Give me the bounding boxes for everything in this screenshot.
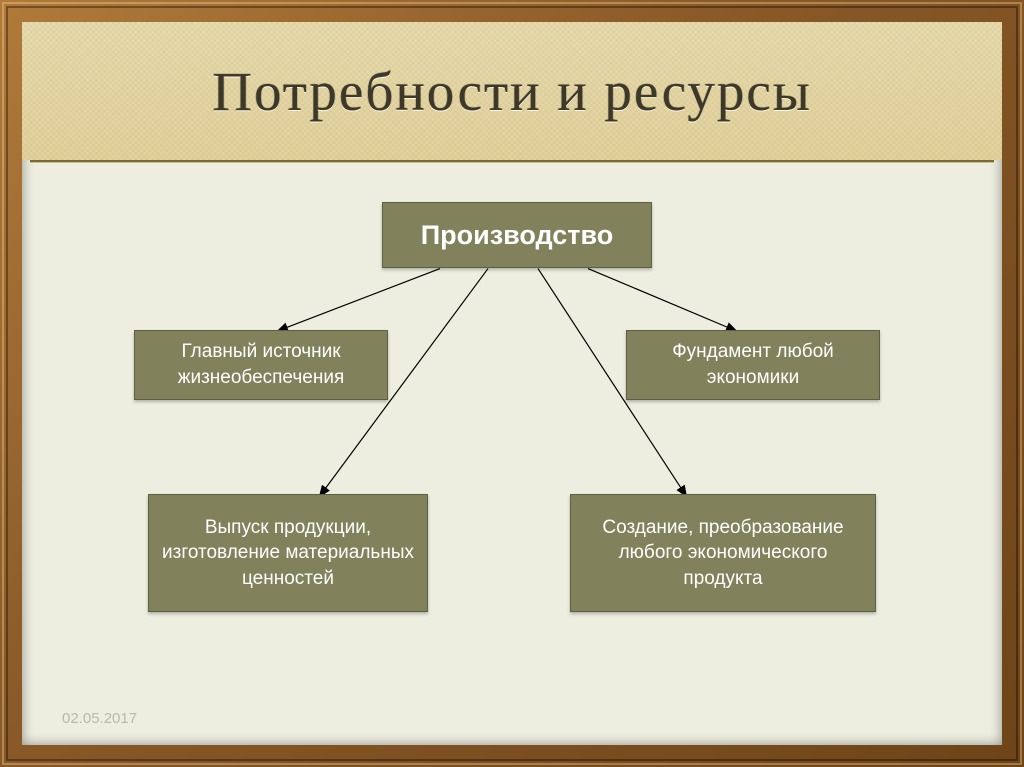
title-band: Потребности и ресурсы bbox=[22, 22, 1002, 160]
edge-root-n1 bbox=[278, 269, 440, 331]
slide-title: Потребности и ресурсы bbox=[212, 60, 812, 123]
diagram-area: Производство Главный источник жизнеобеспе… bbox=[22, 162, 1002, 745]
diagram-node-n3: Выпуск продукции, изготовление материаль… bbox=[148, 494, 428, 612]
diagram-node-n2: Фундамент любой экономики bbox=[626, 330, 880, 400]
slide-date: 02.05.2017 bbox=[62, 710, 137, 727]
diagram-node-n4: Создание, преобразование любого экономич… bbox=[570, 494, 876, 612]
edge-root-n2 bbox=[588, 269, 736, 331]
picture-frame: Потребности и ресурсы Производство Главны… bbox=[0, 0, 1024, 767]
diagram-node-n1: Главный источник жизнеобеспечения bbox=[134, 330, 388, 400]
diagram-node-root: Производство bbox=[382, 202, 652, 268]
slide-canvas: Потребности и ресурсы Производство Главны… bbox=[22, 22, 1002, 745]
